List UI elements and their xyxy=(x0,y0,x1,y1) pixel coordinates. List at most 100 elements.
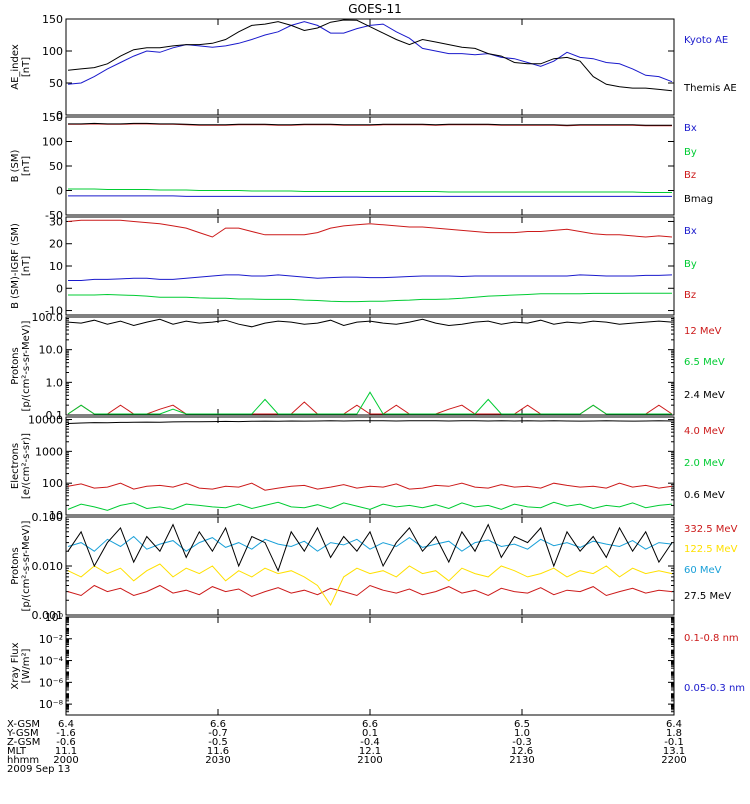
legend-2-0-mev: 2.0 MeV xyxy=(684,458,725,469)
y-tick-label: 10⁻² xyxy=(39,633,63,646)
y-tick-label: 100.0 xyxy=(32,311,64,324)
y-tick-label: 10.0 xyxy=(39,344,64,357)
y-tick-label: 150 xyxy=(42,13,63,26)
series-line-2-0-mev xyxy=(67,501,673,511)
panel-frame xyxy=(65,18,675,116)
y-axis-label: Xray Flux xyxy=(10,642,21,689)
panel-4: 0.1 1.0 10.0 100.0 Protons [p/(cm²-s-sr-MeV)]… xyxy=(10,311,725,422)
y-tick-label: -50 xyxy=(45,209,63,222)
legend-4-0-mev: 4.0 MeV xyxy=(684,426,725,437)
legend-2-4-mev: 2.4 MeV xyxy=(684,390,725,401)
series-line-kyoto-ae xyxy=(67,21,673,85)
x-tick-y-gsm: 0.1 xyxy=(362,728,378,739)
x-tick-x-gsm: 6.6 xyxy=(210,719,226,730)
y-tick-label: 10 xyxy=(49,260,63,273)
legend-by: By xyxy=(684,259,697,270)
x-tick-mlt: 11.1 xyxy=(55,746,77,757)
x-row-label-mlt: MLT xyxy=(7,746,27,757)
series-line-bz xyxy=(67,219,673,238)
x-tick-x-gsm: 6.4 xyxy=(58,719,74,730)
x-tick-z-gsm: -0.1 xyxy=(664,737,684,748)
x-tick-z-gsm: -0.3 xyxy=(512,737,532,748)
legend-27-5-mev: 27.5 MeV xyxy=(684,591,731,602)
x-tick-x-gsm: 6.4 xyxy=(666,719,682,730)
y-tick-label: 0.001 xyxy=(32,609,64,622)
series-line-27-5-mev xyxy=(67,523,673,573)
y-tick-label: 1.0 xyxy=(46,376,64,389)
panel-frame xyxy=(65,116,675,216)
y-tick-label: 50 xyxy=(49,77,63,90)
y-axis-label: [p/(cm²-s-sr-MeV)] xyxy=(21,320,32,411)
legend-0-1-0-8-nm: 0.1-0.8 nm xyxy=(684,633,739,644)
legend-bz: Bz xyxy=(684,170,696,181)
y-axis-label: [nT] xyxy=(21,256,32,276)
y-tick-label: 10 xyxy=(49,509,63,522)
series-line-by xyxy=(68,292,672,303)
x-row-label-y-gsm: Y-GSM xyxy=(6,728,39,739)
x-tick-y-gsm: -1.6 xyxy=(56,728,76,739)
y-tick-label: 10⁰ xyxy=(45,611,64,624)
x-tick-mlt: 12.6 xyxy=(511,746,533,757)
x-row-label-hhmm: hhmm xyxy=(7,755,39,766)
series-line-122-5-mev xyxy=(67,563,673,607)
legend-0-05-0-3-nm: 0.05-0.3 nm xyxy=(684,683,745,694)
y-axis-label: [e/(cm²-s-sr)] xyxy=(21,433,32,499)
legend-332-5-mev: 332.5 MeV xyxy=(684,524,738,535)
x-tick-y-gsm: -0.7 xyxy=(208,728,228,739)
y-tick-label: 10⁻⁶ xyxy=(39,676,64,689)
y-axis-label: Electrons xyxy=(10,443,21,489)
y-tick-label: 10000 xyxy=(28,414,63,427)
x-tick-hhmm: 2200 xyxy=(661,755,686,766)
y-axis-label: [nT] xyxy=(21,156,32,176)
y-tick-label: 100 xyxy=(42,45,63,58)
x-tick-x-gsm: 6.6 xyxy=(362,719,378,730)
legend-themis-ae: Themis AE xyxy=(683,83,737,94)
x-row-label-z-gsm: Z-GSM xyxy=(7,737,40,748)
y-axis-label: B (SM)-IGRF (SM) xyxy=(10,223,21,309)
series-line-332-5-mev xyxy=(67,584,673,597)
y-tick-label: 0 xyxy=(56,109,63,122)
y-tick-label: 10⁻⁸ xyxy=(39,698,64,711)
series-line-bmag xyxy=(68,122,672,126)
panel-frame xyxy=(65,316,675,416)
x-tick-z-gsm: -0.5 xyxy=(208,737,228,748)
x-row-label-2009-sep-13: 2009 Sep 13 xyxy=(7,764,70,775)
panel-5: 10 100 1000 10000 Electrons [e/(cm²-s-sr)] 4.0… xyxy=(10,414,725,522)
y-tick-label: 100 xyxy=(42,477,63,490)
series-line-bx xyxy=(68,274,673,281)
panel-2: -50 0 50 100 150 B (SM) [nT] Bx By Bz Bmag xyxy=(10,111,713,222)
y-axis-label: B (SM) xyxy=(10,149,21,182)
panel-frame xyxy=(65,616,675,716)
panel-1: 0 50 100 150 AE_index [nT] Kyoto AE Themis AE xyxy=(10,13,737,122)
series-line-themis-ae xyxy=(67,19,673,92)
plot-title: GOES-11 xyxy=(348,2,402,16)
panel-frame xyxy=(65,416,675,516)
y-axis-label: [nT] xyxy=(21,57,32,77)
panel-7: 10⁻⁸ 10⁻⁶ 10⁻⁴ 10⁻² 10⁰ Xray Flux [W/m²] 0.1-0.… xyxy=(10,611,745,716)
series-line-6-5-mev xyxy=(67,391,672,415)
x-tick-y-gsm: 1.8 xyxy=(666,728,682,739)
x-tick-mlt: 11.6 xyxy=(207,746,229,757)
legend-12-mev: 12 MeV xyxy=(684,326,722,337)
legend-bz: Bz xyxy=(684,290,696,301)
x-tick-mlt: 13.1 xyxy=(663,746,685,757)
x-tick-mlt: 12.1 xyxy=(359,746,381,757)
y-axis-label: [p/(cm²-s-sr-MeV)] xyxy=(21,520,32,611)
y-axis-label: AE_index xyxy=(10,44,21,90)
series-line-60-mev xyxy=(67,535,673,552)
legend-bx: Bx xyxy=(684,123,697,134)
x-tick-hhmm: 2000 xyxy=(53,755,78,766)
legend-6-5-mev: 6.5 MeV xyxy=(684,357,725,368)
legend-bmag: Bmag xyxy=(684,194,713,205)
y-tick-label: 0 xyxy=(56,282,63,295)
legend-bx: Bx xyxy=(684,226,697,237)
y-axis-label: Protons xyxy=(10,347,21,384)
y-tick-label: -10 xyxy=(45,305,63,318)
series-line-by xyxy=(68,188,672,193)
x-tick-hhmm: 2030 xyxy=(205,755,230,766)
legend-122-5-mev: 122.5 MeV xyxy=(684,544,738,555)
x-row-label-x-gsm: X-GSM xyxy=(7,719,40,730)
panel-6: 0.001 0.010 0.100 Protons [p/(cm²-s-sr-MeV)]… xyxy=(10,511,738,622)
